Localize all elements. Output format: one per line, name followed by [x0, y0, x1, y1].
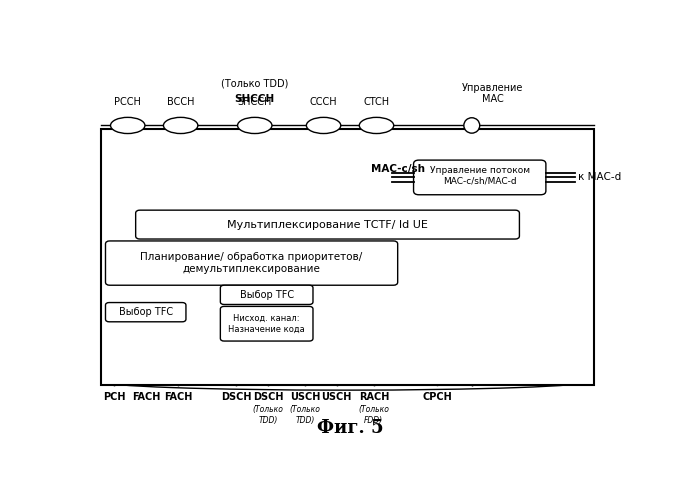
- Text: (Только
TDD): (Только TDD): [253, 406, 283, 424]
- FancyBboxPatch shape: [221, 306, 313, 341]
- Text: Управление потоком
MAC-c/sh/MAC-d: Управление потоком MAC-c/sh/MAC-d: [430, 166, 530, 185]
- Ellipse shape: [238, 118, 272, 134]
- FancyBboxPatch shape: [105, 241, 398, 285]
- Ellipse shape: [307, 118, 341, 134]
- FancyBboxPatch shape: [221, 285, 313, 304]
- Bar: [101, 130, 594, 386]
- Ellipse shape: [101, 373, 588, 390]
- Text: Выбор TFC: Выбор TFC: [240, 290, 294, 300]
- Ellipse shape: [111, 118, 145, 134]
- Text: PCCH: PCCH: [114, 97, 141, 107]
- Text: CPCH: CPCH: [423, 392, 452, 402]
- Text: FACH: FACH: [132, 392, 161, 402]
- Text: RACH: RACH: [359, 392, 389, 402]
- Text: Выбор TFC: Выбор TFC: [119, 307, 173, 317]
- Text: PCH: PCH: [103, 392, 126, 402]
- Text: Фиг. 5: Фиг. 5: [317, 420, 383, 438]
- Text: BCCH: BCCH: [167, 97, 195, 107]
- Text: SHCCH: SHCCH: [235, 94, 275, 104]
- Text: (Только TDD): (Только TDD): [221, 79, 288, 89]
- Text: DSCH: DSCH: [221, 392, 251, 402]
- Text: SHCCH: SHCCH: [238, 97, 272, 107]
- Text: Мультиплексирование ТСТF/ Id UE: Мультиплексирование ТСТF/ Id UE: [227, 220, 428, 230]
- Text: (Только
TDD): (Только TDD): [290, 406, 320, 424]
- Ellipse shape: [163, 118, 198, 134]
- FancyBboxPatch shape: [136, 210, 520, 239]
- Text: MAC-c/sh: MAC-c/sh: [372, 164, 426, 173]
- Text: DSCH: DSCH: [253, 392, 283, 402]
- Ellipse shape: [464, 118, 479, 133]
- Text: CTCH: CTCH: [363, 97, 389, 107]
- Text: USCH: USCH: [322, 392, 352, 402]
- Ellipse shape: [359, 118, 393, 134]
- FancyBboxPatch shape: [105, 302, 186, 322]
- Text: USCH: USCH: [290, 392, 320, 402]
- Text: Управление
MAC: Управление MAC: [462, 82, 524, 104]
- Text: к MAC-d: к MAC-d: [578, 172, 621, 182]
- Text: (Только
FDD): (Только FDD): [359, 406, 389, 424]
- Text: Планирование/ обработка приоритетов/
демультиплексирование: Планирование/ обработка приоритетов/ дем…: [141, 252, 363, 274]
- Text: FACH: FACH: [164, 392, 192, 402]
- FancyBboxPatch shape: [414, 160, 546, 194]
- Text: Нисход. канал:
Назначение кода: Нисход. канал: Назначение кода: [228, 314, 305, 334]
- Text: CCCH: CCCH: [310, 97, 337, 107]
